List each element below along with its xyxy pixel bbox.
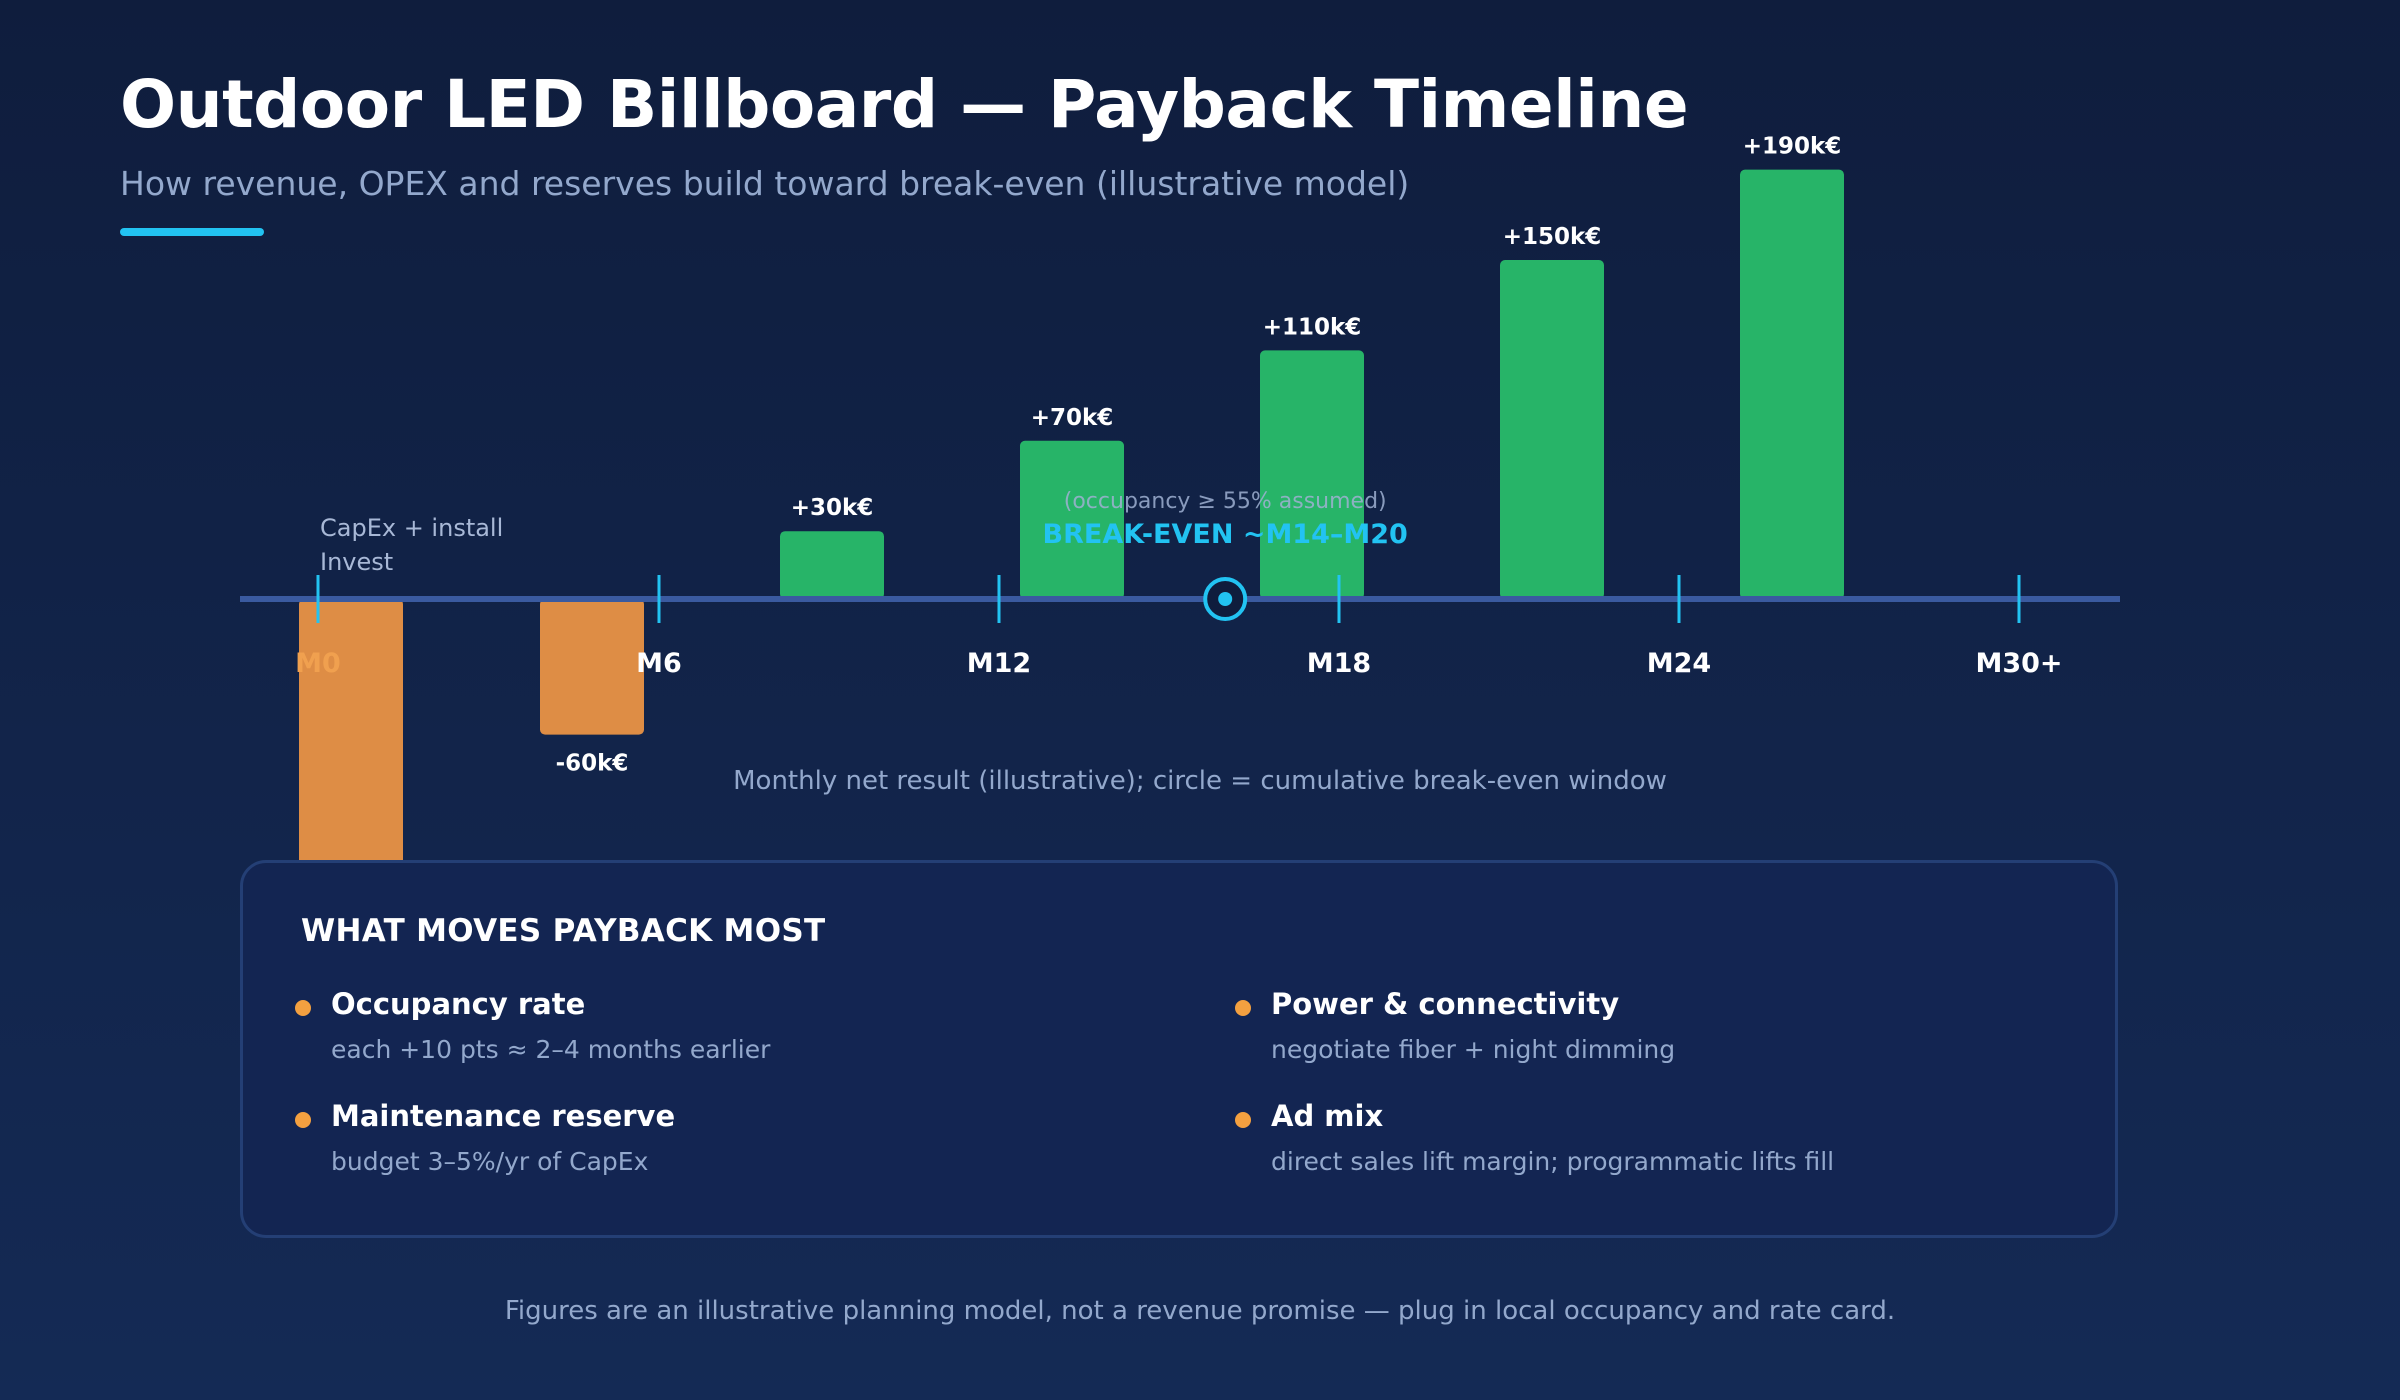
factor-description: negotiate fiber + night dimming bbox=[1271, 1035, 1676, 1064]
bar-value-label: +190k€ bbox=[1743, 134, 1842, 160]
occupancy-note: (occupancy ≥ 55% assumed) bbox=[1064, 489, 1387, 514]
bullet-dot-icon bbox=[295, 1000, 311, 1016]
x-tick-label: M30+ bbox=[1975, 648, 2062, 679]
page-title: Outdoor LED Billboard — Payback Timeline bbox=[120, 66, 1689, 143]
bar-value-label: +150k€ bbox=[1503, 224, 1602, 250]
chart-caption: Monthly net result (illustrative); circl… bbox=[733, 766, 1667, 796]
factor-description: each +10 pts ≈ 2–4 months earlier bbox=[331, 1035, 771, 1064]
bar-value-label: -60k€ bbox=[556, 751, 629, 777]
x-tick-label: M12 bbox=[967, 648, 1031, 679]
x-tick-label: M6 bbox=[636, 648, 682, 679]
break-even-label: BREAK-EVEN ~M14–M20 bbox=[1043, 519, 1408, 550]
payback-factors-panel: WHAT MOVES PAYBACK MOST Occupancy rate e… bbox=[240, 860, 2118, 1238]
bullet-dot-icon bbox=[1235, 1112, 1251, 1128]
footer-disclaimer: Figures are an illustrative planning mod… bbox=[504, 1296, 1896, 1326]
negative-bar bbox=[540, 599, 644, 735]
payback-chart: M0 M6 M12 M18 M24 M30+ -60k€ +30k€ +70k€ +110k€ +1… bbox=[240, 134, 2120, 860]
bullet-dot-icon bbox=[295, 1112, 311, 1128]
factor-title: Maintenance reserve bbox=[331, 1099, 676, 1133]
positive-bar bbox=[1740, 169, 1844, 599]
positive-bar bbox=[1020, 440, 1124, 599]
x-tick-label: M18 bbox=[1307, 648, 1371, 679]
positive-bar bbox=[780, 531, 884, 599]
bullet-dot-icon bbox=[1235, 1000, 1251, 1016]
invest-annotation: Invest bbox=[320, 548, 393, 576]
invest-annotation: CapEx + install bbox=[320, 514, 503, 542]
title-accent-bar bbox=[120, 228, 264, 236]
bar-value-label: +110k€ bbox=[1263, 314, 1362, 340]
x-tick-label: M0 bbox=[295, 648, 341, 679]
factor-title: Occupancy rate bbox=[331, 987, 586, 1021]
factor-description: direct sales lift margin; programmatic l… bbox=[1271, 1147, 1835, 1176]
factor-title: Ad mix bbox=[1271, 1099, 1384, 1133]
factor-title: Power & connectivity bbox=[1271, 987, 1620, 1021]
positive-bar bbox=[1260, 350, 1364, 599]
factor-description: budget 3–5%/yr of CapEx bbox=[331, 1147, 649, 1176]
x-tick-label: M24 bbox=[1647, 648, 1711, 679]
panel-title: WHAT MOVES PAYBACK MOST bbox=[301, 913, 826, 949]
page-subtitle: How revenue, OPEX and reserves build tow… bbox=[120, 164, 1410, 203]
break-even-marker-dot bbox=[1218, 592, 1233, 606]
bar-value-label: +70k€ bbox=[1031, 405, 1114, 431]
negative-bar bbox=[299, 599, 403, 860]
bar-value-label: +30k€ bbox=[791, 495, 874, 521]
positive-bar bbox=[1500, 260, 1604, 599]
